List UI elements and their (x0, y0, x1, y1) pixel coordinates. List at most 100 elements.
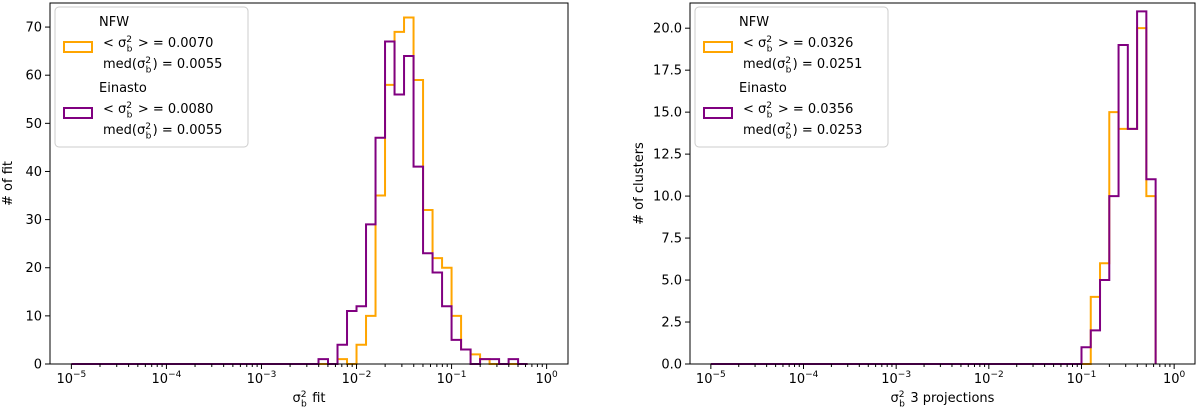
legend-series-name: Einasto (739, 81, 787, 96)
x-tick-label: 10−1 (437, 370, 467, 387)
x-axis-label: σ2 b fit (292, 390, 325, 410)
legend-stat-text: med(σ2 b ) = 0.0055 (103, 122, 222, 142)
y-tick-label: 10 (25, 309, 42, 324)
text-part: ) = 0.0251 (793, 57, 863, 72)
tick-exponent: −3 (263, 370, 276, 380)
sigma-symbol: σ (758, 36, 766, 51)
text-part: ) = 0.0055 (153, 123, 223, 138)
superscript: 2 (126, 101, 132, 111)
tick-base: 10 (342, 372, 359, 387)
x-tick-label: 10−2 (974, 370, 1004, 387)
x-tick-label: 10−1 (1067, 370, 1097, 387)
x-tick-label: 100 (535, 370, 558, 387)
y-tick-label: 60 (25, 69, 42, 84)
text-part: fit (308, 391, 325, 406)
text-part: Einasto (739, 81, 787, 96)
legend-handle-nfw (703, 41, 733, 53)
text-part: med( (743, 123, 777, 138)
sigma-symbol: σ (137, 57, 145, 72)
text-part: < (103, 36, 118, 51)
text-part: < (743, 102, 758, 117)
chart-1: 10−5 10−4 10−3 10−2 10−1 100010203040506070σ2… (1, 2, 569, 410)
text-part: med( (743, 57, 777, 72)
text-part: ) = 0.0253 (793, 123, 863, 138)
subscript: b (127, 45, 133, 55)
sigma-symbol: σ (758, 102, 766, 117)
tick-exponent: −3 (898, 370, 911, 380)
tick-exponent: 0 (552, 370, 558, 380)
tick-base: 10 (1067, 372, 1084, 387)
text-part: ) = 0.0055 (153, 57, 223, 72)
y-tick-label: 7.5 (661, 232, 682, 247)
tick-base: 10 (56, 372, 73, 387)
x-tick-label: 10−5 (696, 370, 726, 387)
subscript: b (767, 111, 773, 121)
text-part: > = 0.0326 (774, 36, 854, 51)
subscript: b (146, 66, 152, 76)
plot-frame (689, 2, 1196, 365)
x-tick-label: 10−2 (342, 370, 372, 387)
x-tick-label: 10−3 (881, 370, 911, 387)
legend-handle-nfw (63, 41, 93, 53)
y-axis-label: # of clusters (632, 142, 647, 225)
subscript: b (767, 45, 773, 55)
y-tick-label: 20 (25, 261, 42, 276)
legend-series-name: NFW (99, 15, 129, 30)
sigma-symbol: σ (891, 391, 899, 406)
superscript: 2 (785, 56, 791, 66)
tick-base: 10 (789, 372, 806, 387)
y-tick-label: 0.0 (661, 358, 682, 373)
subscript: b (786, 66, 792, 76)
sigma-symbol: σ (118, 36, 126, 51)
y-tick-label: 50 (25, 117, 42, 132)
tick-exponent: −1 (1083, 370, 1096, 380)
tick-exponent: −4 (805, 370, 819, 380)
tick-base: 10 (437, 372, 454, 387)
tick-exponent: 0 (1180, 370, 1186, 380)
superscript: 2 (766, 35, 772, 45)
tick-exponent: −5 (712, 370, 725, 380)
superscript: 2 (785, 122, 791, 132)
superscript: 2 (145, 56, 151, 66)
subscript: b (127, 111, 133, 121)
superscript: 2 (899, 390, 905, 400)
y-tick-label: 15.0 (653, 106, 682, 121)
legend-stat-text: < σ2 b > = 0.0070 (103, 35, 213, 55)
superscript: 2 (145, 122, 151, 132)
sigma-symbol: σ (137, 123, 145, 138)
text-part: NFW (99, 15, 129, 30)
y-axis-label: # of fit (1, 161, 16, 206)
legend-box (694, 6, 889, 148)
tick-base: 10 (1163, 372, 1180, 387)
tick-exponent: −2 (990, 370, 1003, 380)
subscript: b (786, 132, 792, 142)
tick-exponent: −5 (73, 370, 86, 380)
subscript: b (301, 400, 307, 410)
text-part: > = 0.0070 (134, 36, 214, 51)
y-tick-label: 5.0 (661, 274, 682, 289)
tick-exponent: −2 (358, 370, 371, 380)
sigma-symbol: σ (777, 123, 785, 138)
legend-stat-text: < σ2 b > = 0.0356 (743, 101, 853, 121)
y-tick-label: 0 (34, 358, 42, 373)
legend-box (54, 6, 249, 148)
text-part: > = 0.0356 (774, 102, 854, 117)
legend-handle-einasto (63, 107, 93, 119)
text-part: med( (103, 123, 137, 138)
sigma-symbol: σ (118, 102, 126, 117)
x-tick-label: 100 (1163, 370, 1186, 387)
text-part: 3 projections (906, 391, 994, 406)
legend-stat-text: < σ2 b > = 0.0080 (103, 101, 213, 121)
subscript: b (146, 132, 152, 142)
superscript: 2 (301, 390, 307, 400)
y-tick-label: 70 (25, 21, 42, 36)
tick-exponent: −1 (453, 370, 466, 380)
legend-series-name: NFW (739, 15, 769, 30)
text-part: NFW (739, 15, 769, 30)
y-tick-label: 12.5 (653, 148, 682, 163)
y-tick-label: 20.0 (653, 22, 682, 37)
text-part: > = 0.0080 (134, 102, 214, 117)
text-part: < (103, 102, 118, 117)
legend-stat-text: < σ2 b > = 0.0326 (743, 35, 853, 55)
